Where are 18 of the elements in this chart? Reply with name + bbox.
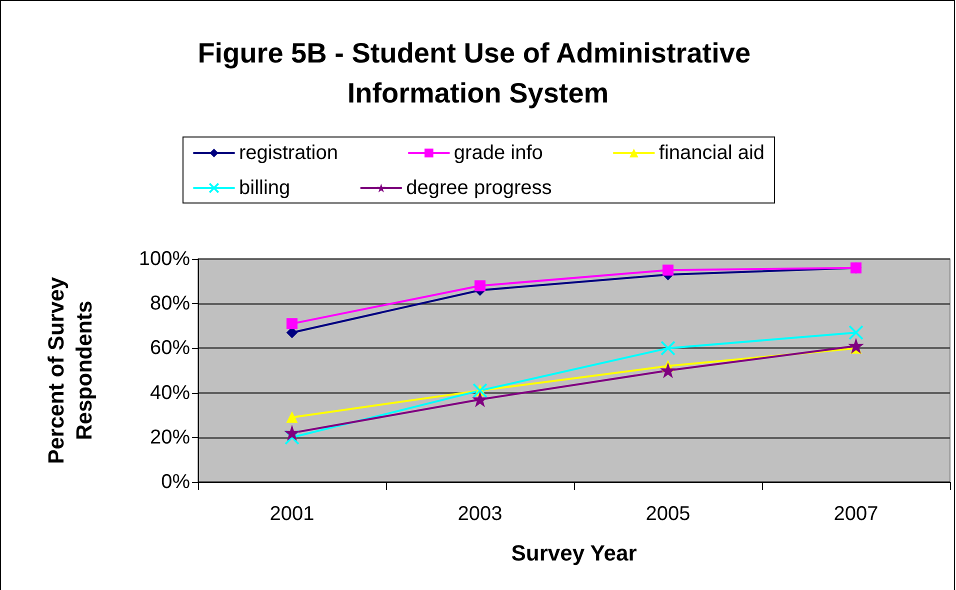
- chart-title: Figure 5B - Student Use of Administrative Information System: [198, 38, 758, 108]
- legend-label: financial aid: [658, 142, 765, 164]
- y-tick-label: 40%: [150, 382, 190, 404]
- y-axis-title: Percent of Survey Respondents: [44, 276, 96, 464]
- x-tick-label: 2007: [834, 503, 878, 525]
- x-tick-label: 2003: [458, 503, 502, 525]
- y-tick-label: 20%: [150, 426, 190, 448]
- legend-label: registration: [239, 142, 338, 164]
- legend-label: billing: [239, 177, 290, 199]
- x-tick-label: 2001: [270, 503, 314, 525]
- y-tick-label: 80%: [150, 292, 190, 315]
- x-tick-label: 2005: [646, 503, 690, 525]
- y-tick-label: 60%: [150, 337, 190, 360]
- y-tick-label: 100%: [138, 248, 190, 270]
- y-tick-label: 0%: [161, 471, 190, 493]
- x-axis-title: Survey Year: [511, 540, 638, 566]
- legend-label: degree progress: [406, 177, 552, 199]
- legend-label: grade info: [454, 142, 543, 164]
